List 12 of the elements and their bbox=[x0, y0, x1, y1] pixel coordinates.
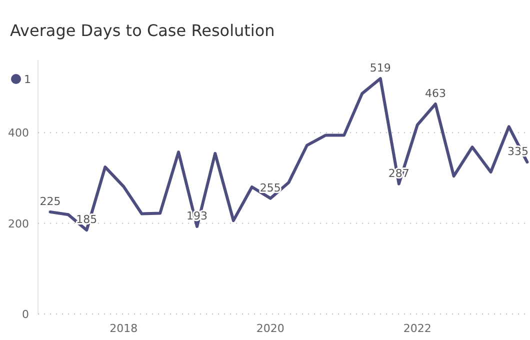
y-tick-label: 400 bbox=[8, 126, 29, 140]
data-label: 519 bbox=[370, 62, 391, 75]
data-label: 255 bbox=[260, 181, 281, 194]
data-label: 225 bbox=[40, 194, 61, 208]
y-tick-label: 200 bbox=[8, 217, 29, 230]
y-tick-label: 0 bbox=[22, 308, 29, 321]
x-tick-label: 2018 bbox=[110, 322, 138, 335]
x-tick-label: 2020 bbox=[256, 322, 284, 335]
chart-title: Average Days to Case Resolution bbox=[10, 21, 275, 40]
data-label: 463 bbox=[425, 86, 446, 100]
x-tick-label: 2022 bbox=[403, 322, 432, 335]
legend-label: 1 bbox=[24, 73, 31, 86]
